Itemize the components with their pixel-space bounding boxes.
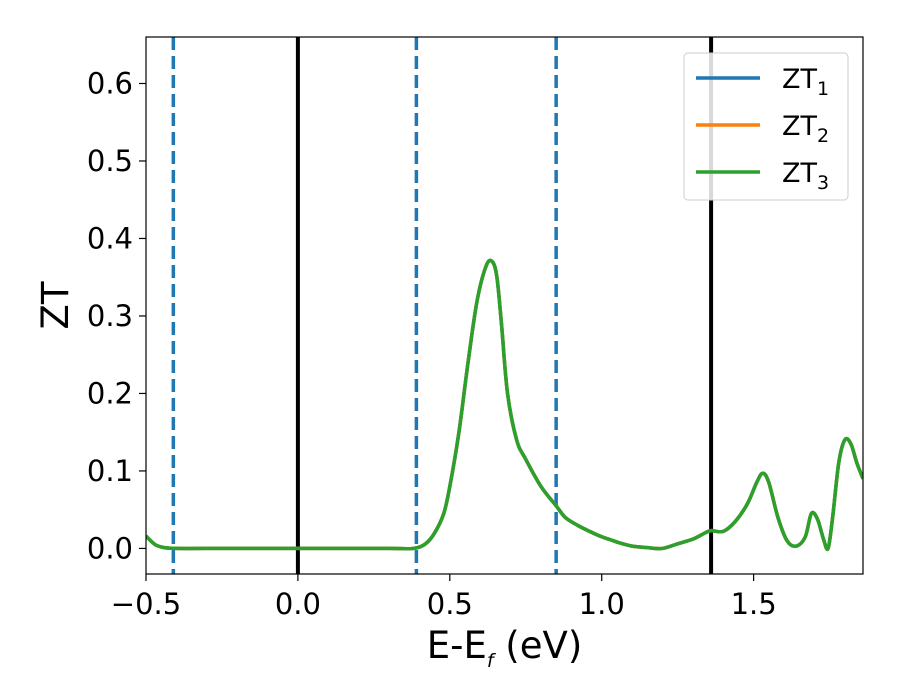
x-tick-label: −0.5 xyxy=(111,587,181,621)
x-axis-label: E-Ef (eV) xyxy=(427,624,583,672)
y-axis: 0.0 0.1 0.2 0.3 0.4 0.5 0.6 xyxy=(87,66,146,565)
y-tick-label: 0.6 xyxy=(87,66,133,100)
legend: ZT1 ZT2 ZT3 xyxy=(683,52,849,201)
vertical-reference-lines xyxy=(171,37,714,574)
y-tick-label: 0.5 xyxy=(87,144,133,178)
legend-box xyxy=(683,52,849,201)
x-tick-label: 0.5 xyxy=(427,587,473,621)
x-axis: −0.5 0.0 0.5 1.0 1.5 xyxy=(111,574,777,621)
x-tick-label: 1.0 xyxy=(579,587,625,621)
series-layer xyxy=(146,258,863,552)
y-tick-label: 0.3 xyxy=(87,299,133,333)
plot-frame xyxy=(145,36,864,575)
y-tick-label: 0.4 xyxy=(87,221,133,255)
x-tick-label: 1.5 xyxy=(731,587,777,621)
y-tick-label: 0.1 xyxy=(87,454,133,488)
x-tick-label: 0.0 xyxy=(275,587,321,621)
legend-label-zt2: ZT2 xyxy=(782,111,829,147)
y-tick-label: 0.2 xyxy=(87,376,133,410)
y-tick-label: 0.0 xyxy=(87,531,133,565)
y-axis-label: ZT xyxy=(34,281,77,329)
legend-label-zt1: ZT1 xyxy=(782,64,829,100)
legend-label-zt3: ZT3 xyxy=(782,158,829,194)
series-line-zt3 xyxy=(146,258,863,552)
series-line-zt1 xyxy=(146,258,863,552)
series-line-zt2 xyxy=(146,258,863,552)
